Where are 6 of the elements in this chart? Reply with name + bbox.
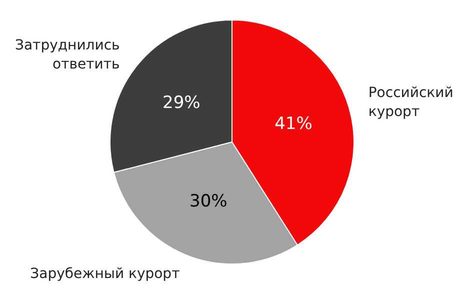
slice-label: Затруднились ответить [14,37,120,72]
data-label: 29% [162,92,200,113]
slice-label: Зарубежный курорт [30,266,180,282]
data-label: 41% [274,114,312,134]
slice-label: Российский курорт [368,84,454,120]
data-label: 30% [190,192,228,212]
